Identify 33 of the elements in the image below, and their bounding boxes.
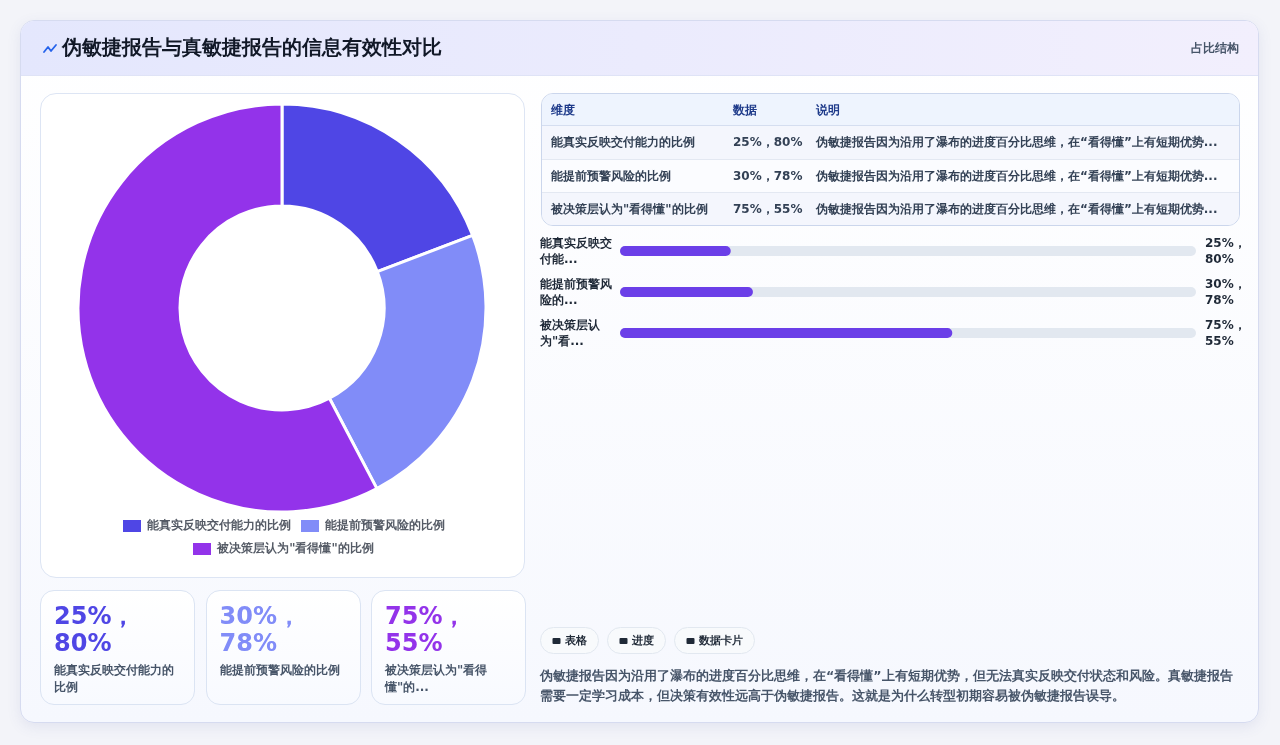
legend-label: 能提前预警风险的比例 bbox=[324, 517, 445, 534]
data-label: 75%，55% bbox=[1205, 317, 1246, 349]
text: 25%，80% bbox=[733, 135, 803, 149]
category-label: 被决策层认为"看得懂"的... bbox=[385, 662, 489, 696]
text: 75%，55% bbox=[733, 202, 803, 216]
text: 伪敏捷报告与真敏捷报告的信息有效性对比 bbox=[62, 35, 442, 61]
text: 说明 bbox=[816, 102, 840, 118]
text: 30%，78% bbox=[733, 169, 803, 183]
category-label: 被决策层认为"看得懂"的比例 bbox=[551, 201, 708, 217]
text: 伪敏捷报告因为沿用了瀑布的进度百分比思维，在“看得懂”上有短期优势... bbox=[816, 134, 1218, 150]
data-label: 25%，80% bbox=[1205, 235, 1246, 267]
text: 数据卡片 bbox=[699, 633, 743, 648]
text: 30%，78% bbox=[219, 602, 301, 657]
category-label: 能真实反映交付能力的比例 bbox=[551, 134, 695, 150]
y-tick-label: 能真实反映交付能... bbox=[540, 235, 613, 267]
text: 维度 bbox=[551, 102, 575, 118]
legend-label: 能真实反映交付能力的比例 bbox=[146, 517, 291, 534]
category-label: 能提前预警风险的比例 bbox=[219, 662, 341, 679]
data-label: 30%，78% bbox=[1205, 276, 1246, 308]
text: 伪敏捷报告因为沿用了瀑布的进度百分比思维，在“看得懂”上有短期优势... bbox=[816, 201, 1218, 217]
text: 数据 bbox=[733, 102, 757, 118]
text: 进度 bbox=[632, 633, 654, 648]
text: 25%，80% bbox=[54, 602, 136, 657]
legend-label: 被决策层认为"看得懂"的比例 bbox=[217, 540, 374, 557]
text: 表格 bbox=[565, 633, 587, 648]
text: 占比结构 bbox=[1191, 40, 1239, 57]
category-label: 能提前预警风险的比例 bbox=[551, 168, 671, 184]
category-label: 能真实反映交付能力的比例 bbox=[54, 662, 175, 696]
y-tick-label: 能提前预警风险的... bbox=[540, 276, 613, 308]
text: 伪敏捷报告因为沿用了瀑布的进度百分比思维，在“看得懂”上有短期优势... bbox=[816, 168, 1218, 184]
text: 75%，55% bbox=[385, 602, 467, 657]
text: 伪敏捷报告因为沿用了瀑布的进度百分比思维，在“看得懂”上有短期优势，但无法真实反映交付状态和风险。真敏捷报告需要一定学习成本，但决策有效性远高于伪敏捷报告。这就是为什么转型初期容易被伪敏捷报告误导。 bbox=[540, 667, 1234, 705]
y-tick-label: 被决策层认为"看... bbox=[540, 317, 601, 349]
